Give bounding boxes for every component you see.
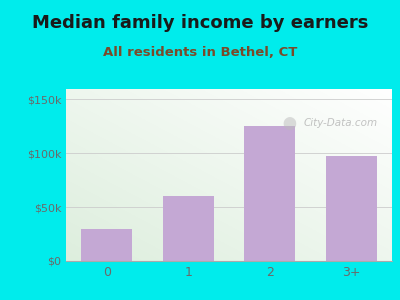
Bar	[82, 229, 132, 261]
Text: City-Data.com: City-Data.com	[304, 118, 378, 128]
Bar	[244, 126, 295, 261]
Text: All residents in Bethel, CT: All residents in Bethel, CT	[103, 46, 297, 59]
Bar	[326, 156, 376, 261]
Text: Median family income by earners: Median family income by earners	[32, 14, 368, 32]
Bar	[163, 196, 214, 261]
Text: ⬤: ⬤	[282, 116, 296, 130]
